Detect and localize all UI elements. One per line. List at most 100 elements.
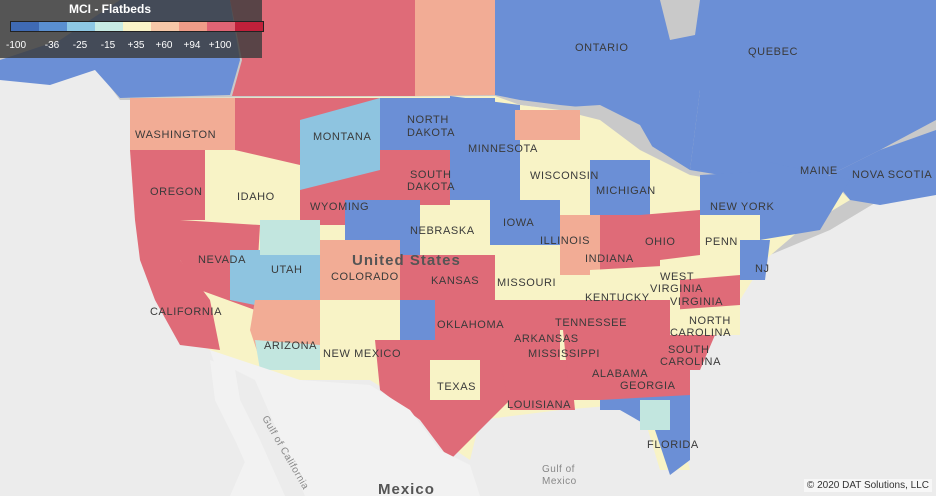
region-utah-north [260, 220, 320, 255]
legend-swatch [235, 22, 263, 31]
label-south-dakota-2: DAKOTA [407, 181, 455, 193]
region-iowa [490, 200, 560, 245]
baja-california [210, 360, 280, 496]
label-california: CALIFORNIA [150, 306, 222, 318]
label-mississippi: MISSISSIPPI [528, 348, 600, 360]
copyright-notice: © 2020 DAT Solutions, LLC [803, 479, 932, 492]
region-north-carolina [670, 305, 740, 335]
label-quebec: QUEBEC [748, 46, 798, 58]
legend-ticks: -100 -36 -25 -15 +35 +60 +94 +100 [0, 40, 262, 54]
legend-color-bar [10, 21, 264, 32]
region-virginia [680, 275, 740, 310]
region-minnesota [450, 96, 520, 200]
label-west-virginia-1: WEST [660, 271, 694, 283]
region-manitoba [415, 0, 495, 96]
region-alabama [600, 330, 640, 400]
label-washington: WASHINGTON [135, 129, 216, 141]
region-texas-central [430, 360, 480, 400]
region-maritimes [830, 130, 936, 205]
region-missouri [495, 245, 560, 300]
region-florida-north [640, 400, 670, 430]
label-nevada: NEVADA [198, 254, 246, 266]
legend-title: MCI - Flatbeds [68, 2, 151, 16]
region-michigan-up [515, 110, 580, 140]
label-texas: TEXAS [437, 381, 476, 393]
region-arkansas [500, 300, 560, 360]
label-oregon: OREGON [150, 186, 203, 198]
label-iowa: IOWA [503, 217, 534, 229]
label-south-dakota-1: SOUTH [410, 169, 452, 181]
label-gulf-of-mexico-1: Gulf of [542, 464, 575, 475]
region-mid-atlantic [740, 240, 770, 280]
legend-swatch [151, 22, 179, 31]
label-united-states: United States [352, 252, 461, 269]
label-mexico: Mexico [378, 481, 435, 496]
region-saskatchewan [310, 0, 415, 96]
label-kentucky: KENTUCKY [585, 292, 650, 304]
label-south-carolina-2: CAROLINA [660, 356, 721, 368]
label-west-virginia-2: VIRGINIA [650, 283, 703, 295]
label-oklahoma: OKLAHOMA [437, 319, 504, 331]
legend-swatch [123, 22, 151, 31]
label-arizona: ARIZONA [264, 340, 317, 352]
region-oklahoma-panhandle [400, 300, 435, 345]
region-michigan [590, 160, 650, 215]
legend-tick-label: +100 [208, 40, 232, 51]
hudson-bay-area [660, 0, 700, 40]
region-kansas [400, 255, 495, 300]
legend-swatch [67, 22, 95, 31]
label-idaho: IDAHO [237, 191, 275, 203]
label-utah: UTAH [271, 264, 303, 276]
label-penn: PENN [705, 236, 738, 248]
label-alabama: ALABAMA [592, 368, 648, 380]
region-idaho [205, 150, 300, 220]
label-colorado: COLORADO [331, 271, 399, 283]
label-montana: MONTANA [313, 131, 371, 143]
legend-tick-label: +35 [127, 40, 145, 51]
label-illinois: ILLINOIS [540, 235, 590, 247]
label-louisiana: LOUISIANA [507, 399, 571, 411]
label-new-mexico: NEW MEXICO [323, 348, 401, 360]
legend-tick-label: -100 [5, 40, 27, 51]
region-oregon [130, 150, 205, 220]
label-maine: MAINE [800, 165, 838, 177]
region-colorado [320, 240, 400, 300]
region-indiana [600, 215, 640, 275]
legend-tick-label: -25 [72, 40, 88, 51]
region-utah [230, 250, 320, 305]
region-california [135, 220, 220, 350]
label-ontario: ONTARIO [575, 42, 629, 54]
label-wyoming: WYOMING [310, 201, 369, 213]
region-south-dakota [380, 150, 450, 205]
legend-tick-label: +60 [155, 40, 173, 51]
label-north-dakota-2: DAKOTA [407, 127, 455, 139]
region-montana-east [300, 98, 380, 195]
label-north-dakota-1: NORTH [407, 114, 449, 126]
legend-swatch [95, 22, 123, 31]
map-legend: MCI - Flatbeds -100 -36 -25 -15 +35 +60 +94 +10… [0, 0, 264, 58]
region-new-england [760, 160, 850, 240]
label-georgia: GEORGIA [620, 380, 676, 392]
label-south-carolina-1: SOUTH [668, 344, 710, 356]
legend-swatch [11, 22, 39, 31]
label-new-york: NEW YORK [710, 201, 775, 213]
region-tennessee [560, 300, 670, 330]
label-florida: FLORIDA [647, 439, 699, 451]
label-nova-scotia: NOVA SCOTIA [852, 169, 932, 181]
label-kansas: KANSAS [431, 275, 479, 287]
legend-tick-label: -36 [44, 40, 60, 51]
label-missouri: MISSOURI [497, 277, 556, 289]
label-nj: NJ [755, 263, 770, 275]
region-louisiana [500, 360, 575, 410]
region-washington [130, 98, 235, 150]
label-tennessee: TENNESSEE [555, 317, 627, 329]
label-gulf-of-mexico-2: Mexico [542, 476, 577, 487]
label-north-carolina-2: CAROLINA [670, 327, 731, 339]
label-michigan: MICHIGAN [596, 185, 656, 197]
label-minnesota: MINNESOTA [468, 143, 538, 155]
region-ontario [495, 0, 700, 170]
legend-tick-label: +94 [183, 40, 201, 51]
label-ohio: OHIO [645, 236, 676, 248]
label-north-carolina-1: NORTH [689, 315, 731, 327]
